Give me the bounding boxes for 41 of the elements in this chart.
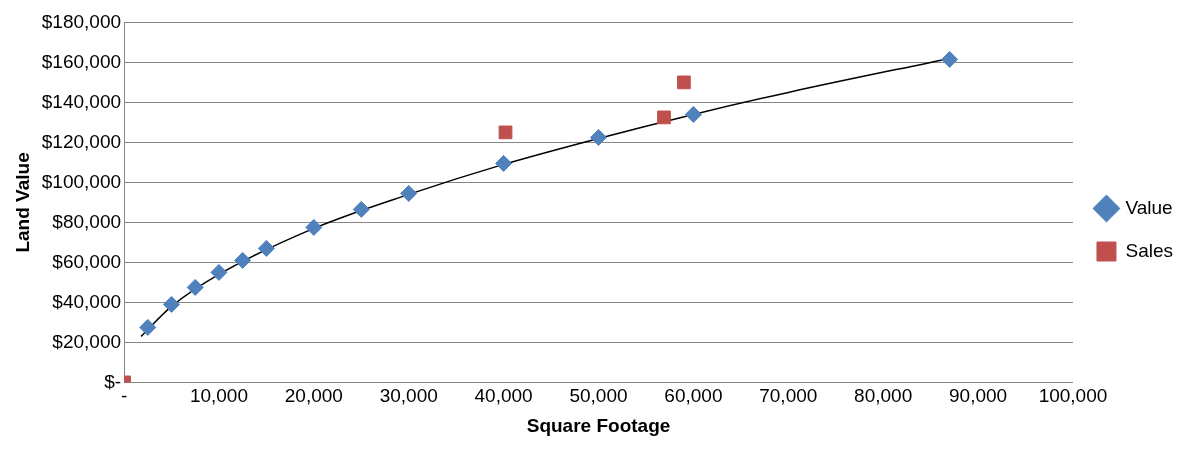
y-tick-label: $60,000	[52, 250, 122, 272]
y-tick-label: $180,000	[41, 10, 122, 32]
x-tick-label: 30,000	[379, 385, 438, 407]
legend-label: Value	[1125, 196, 1173, 218]
point	[657, 110, 671, 125]
point	[677, 75, 691, 90]
point	[684, 105, 702, 123]
x-tick-label: 60,000	[664, 385, 723, 407]
y-tick-label: $80,000	[52, 210, 122, 232]
point	[352, 200, 370, 218]
point	[186, 278, 204, 296]
point	[305, 218, 323, 236]
point	[590, 128, 608, 146]
point	[495, 154, 513, 172]
point	[400, 184, 418, 202]
y-tick-label: $120,000	[41, 130, 122, 152]
y-tick-label: $40,000	[52, 290, 122, 312]
point	[498, 125, 513, 140]
x-axis-title: Square Footage	[526, 414, 671, 436]
x-tick-label: 10,000	[189, 385, 248, 407]
y-tick-label: $160,000	[41, 50, 122, 72]
x-tick-label: 100,000	[1038, 385, 1108, 407]
x-tick-label: 90,000	[949, 385, 1008, 407]
y-axis-title: Land Value	[11, 152, 33, 253]
y-tick-label: $100,000	[41, 170, 122, 192]
point	[162, 295, 180, 313]
point	[210, 263, 228, 281]
x-tick-label: -	[120, 385, 128, 407]
legend-label: Sales	[1125, 239, 1173, 261]
x-tick-label: 40,000	[474, 385, 533, 407]
x-tick-label: 20,000	[284, 385, 343, 407]
x-tick-label: 70,000	[759, 385, 818, 407]
y-tick-label: $140,000	[41, 90, 122, 112]
point	[941, 50, 959, 68]
point	[257, 239, 275, 257]
x-tick-label: 50,000	[569, 385, 628, 407]
y-tick-label: $-	[104, 370, 122, 392]
point	[234, 251, 252, 269]
x-tick-label: 80,000	[854, 385, 913, 407]
point	[139, 318, 157, 336]
y-tick-label: $20,000	[52, 330, 122, 352]
